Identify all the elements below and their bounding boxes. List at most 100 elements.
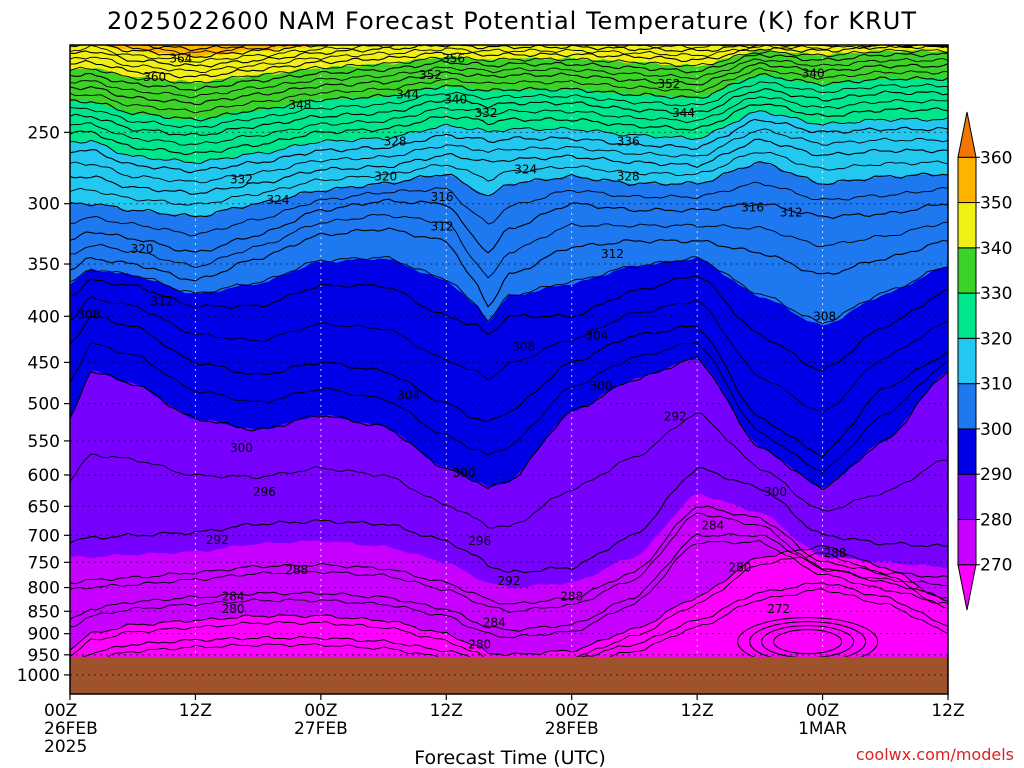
y-tick-label: 700	[28, 526, 60, 546]
contour-label: 288	[824, 546, 847, 560]
x-tick-label: 27FEB	[294, 719, 348, 739]
isentrope-346	[70, 58, 948, 99]
isentrope-340	[70, 72, 948, 122]
contour-label: 328	[617, 170, 640, 184]
contour-label: 320	[131, 242, 154, 256]
colorbar-swatch	[957, 202, 977, 249]
contour-label: 324	[267, 193, 290, 207]
contour-label: 336	[617, 135, 640, 149]
colorbar-label: 330	[980, 284, 1012, 304]
isentrope-292	[70, 467, 948, 574]
contour-label: 288	[560, 589, 583, 603]
contour-label: 344	[672, 106, 695, 120]
contour-label: 284	[701, 519, 724, 533]
colorbar-swatch-bottom	[957, 564, 977, 611]
contour-label: 348	[288, 98, 311, 112]
plot-frame	[69, 44, 949, 695]
contour-label: 284	[222, 589, 245, 603]
y-tick-label: 550	[28, 432, 60, 452]
y-tick-label: 950	[28, 646, 60, 666]
y-tick-label: 450	[28, 353, 60, 373]
isentrope-358	[70, 45, 928, 63]
isentrope-330	[70, 110, 948, 164]
isentrope-320	[70, 161, 948, 218]
y-tick-label: 300	[28, 195, 60, 215]
colorbar-label: 300	[980, 420, 1012, 440]
contour-label: 292	[664, 410, 687, 424]
x-tick-label: 1MAR	[798, 719, 847, 739]
x-tick-label: 12Z	[681, 701, 714, 721]
contour-label: 292	[498, 574, 521, 588]
contour-label: 296	[468, 534, 491, 548]
x-tick-label: 2025	[44, 737, 87, 757]
colorbar-label: 350	[980, 194, 1012, 214]
isentrope-290	[70, 512, 948, 613]
isentrope-284	[70, 533, 948, 632]
colorbar-swatch	[957, 518, 977, 566]
contour-label: 280	[729, 560, 752, 574]
contour-label: 352	[657, 77, 680, 91]
contour-label: 280	[222, 602, 245, 616]
colorbar-label: 360	[980, 148, 1012, 168]
chart-title: 2025022600 NAM Forecast Potential Temper…	[107, 7, 917, 35]
contour-label: 360	[143, 70, 166, 84]
isentrope-300	[70, 355, 948, 491]
contour-label: 272	[767, 602, 790, 616]
y-tick-label: 400	[28, 307, 60, 327]
y-tick-label: 600	[28, 466, 60, 486]
x-tick-label: 26FEB	[44, 719, 98, 739]
contour-label: 340	[802, 66, 825, 80]
isentrope-306	[70, 296, 948, 413]
isentrope-338	[70, 81, 948, 128]
y-tick-label: 500	[28, 395, 60, 415]
isentrope-316	[70, 198, 948, 254]
contour-label: 300	[453, 466, 476, 480]
ground-mask	[70, 654, 948, 694]
isentrope-312	[70, 227, 948, 308]
contour-label: 308	[512, 339, 535, 353]
contour-label: 312	[780, 206, 803, 220]
contour-label: 328	[384, 135, 407, 149]
y-tick-label: 350	[28, 255, 60, 275]
credit-text: coolwx.com/models	[856, 745, 1014, 764]
contour-label: 280	[468, 637, 491, 651]
colorbar-label: 340	[980, 239, 1012, 259]
closed-isentrope-272	[773, 629, 843, 655]
contour-label: 300	[230, 441, 253, 455]
isentrope-332	[70, 103, 948, 156]
isentrope-302	[70, 341, 948, 474]
plot-area: 3643603563523523483443443403403363323323…	[70, 45, 948, 694]
x-tick-label: 28FEB	[545, 719, 599, 739]
y-tick-label: 850	[28, 602, 60, 622]
x-tick-label: 12Z	[931, 701, 964, 721]
y-tick-label: 250	[28, 123, 60, 143]
colorbar-swatch	[957, 292, 977, 339]
contour-labels: 3643603563523523483443443403403363323323…	[77, 51, 846, 651]
isentrope-350	[70, 48, 948, 84]
colorbar: 270 280 290 300 310 320 330 340 350 360	[957, 111, 1012, 611]
isentrope-352	[70, 45, 948, 79]
contour-label: 288	[285, 563, 308, 577]
isentrope-286	[70, 540, 948, 639]
contour-label: 304	[585, 328, 608, 342]
colorbar-label: 320	[980, 329, 1012, 349]
contour-label: 300	[590, 379, 613, 393]
contour-label: 352	[419, 68, 442, 82]
isentrope-294	[70, 412, 948, 529]
isentrope-344	[70, 62, 948, 106]
contour-label: 332	[475, 106, 498, 120]
colorbar-swatch-top	[957, 111, 977, 158]
contour-label: 332	[230, 172, 253, 186]
contour-label: 304	[397, 389, 420, 403]
contour-label: 316	[431, 190, 454, 204]
colorbar-swatch	[957, 383, 977, 430]
contour-label: 316	[741, 201, 764, 215]
contour-label: 312	[431, 219, 454, 233]
contour-label: 324	[514, 163, 537, 177]
isentrope-324	[70, 138, 948, 195]
isentrope-304	[70, 315, 948, 458]
y-axis: 250 300 350 400 450 500 550 600 650 700 750 800 850 9…	[17, 123, 70, 686]
isentrope-362	[110, 45, 305, 54]
contour-label: 296	[253, 485, 276, 499]
